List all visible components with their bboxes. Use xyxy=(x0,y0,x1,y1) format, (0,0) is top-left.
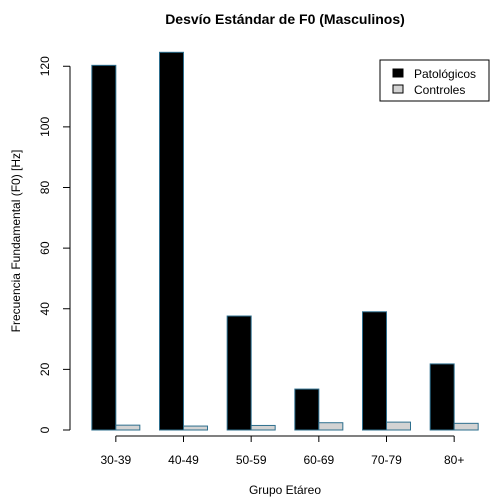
legend-label-patologicos: Patológicos xyxy=(414,67,476,81)
bar-patologicos-80+ xyxy=(429,363,455,431)
bar-patologicos-30-39 xyxy=(91,64,117,431)
bar-controles-60-69 xyxy=(318,422,344,431)
x-tick-label: 70-79 xyxy=(371,453,402,467)
y-tick-label: 120 xyxy=(38,56,52,76)
y-tick-label: 100 xyxy=(38,117,52,137)
bar-controles-40-49 xyxy=(183,425,208,431)
y-axis-label: Frecuencia Fundamental (F0) [Hz] xyxy=(9,150,23,333)
x-tick-label: 50-59 xyxy=(236,453,267,467)
bar-controles-50-59 xyxy=(250,424,276,431)
bar-patologicos-50-59 xyxy=(226,315,252,431)
legend-box xyxy=(379,59,490,102)
y-tick-label: 60 xyxy=(38,241,52,255)
bar-patologicos-60-69 xyxy=(294,388,320,431)
legend-label-controles: Controles xyxy=(414,83,465,97)
bars xyxy=(91,51,479,431)
bar-patologicos-40-49 xyxy=(159,51,184,431)
bar-controles-70-79 xyxy=(386,421,411,431)
chart-title: Desvío Estándar de F0 (Masculinos) xyxy=(165,11,405,27)
bar-controles-30-39 xyxy=(115,424,141,431)
legend: Patológicos Controles xyxy=(379,59,490,102)
bar-controles-80+ xyxy=(453,422,479,431)
x-tick-label: 30-39 xyxy=(100,453,131,467)
y-tick-label: 80 xyxy=(38,181,52,195)
y-axis: 0 20 40 60 80 100 120 xyxy=(38,56,71,433)
y-tick-label: 40 xyxy=(38,302,52,316)
legend-swatch-patologicos xyxy=(392,68,404,78)
x-axis-label: Grupo Etáreo xyxy=(249,483,321,497)
x-tick-label: 60-69 xyxy=(303,453,334,467)
x-tick-label: 40-49 xyxy=(168,453,199,467)
legend-swatch-controles xyxy=(392,84,404,94)
y-tick-label: 0 xyxy=(38,426,52,433)
y-tick-label: 20 xyxy=(38,362,52,376)
bar-patologicos-70-79 xyxy=(362,311,387,431)
x-tick-label: 80+ xyxy=(444,453,464,467)
x-axis: 30-39 40-49 50-59 60-69 70-79 80+ xyxy=(100,435,464,467)
